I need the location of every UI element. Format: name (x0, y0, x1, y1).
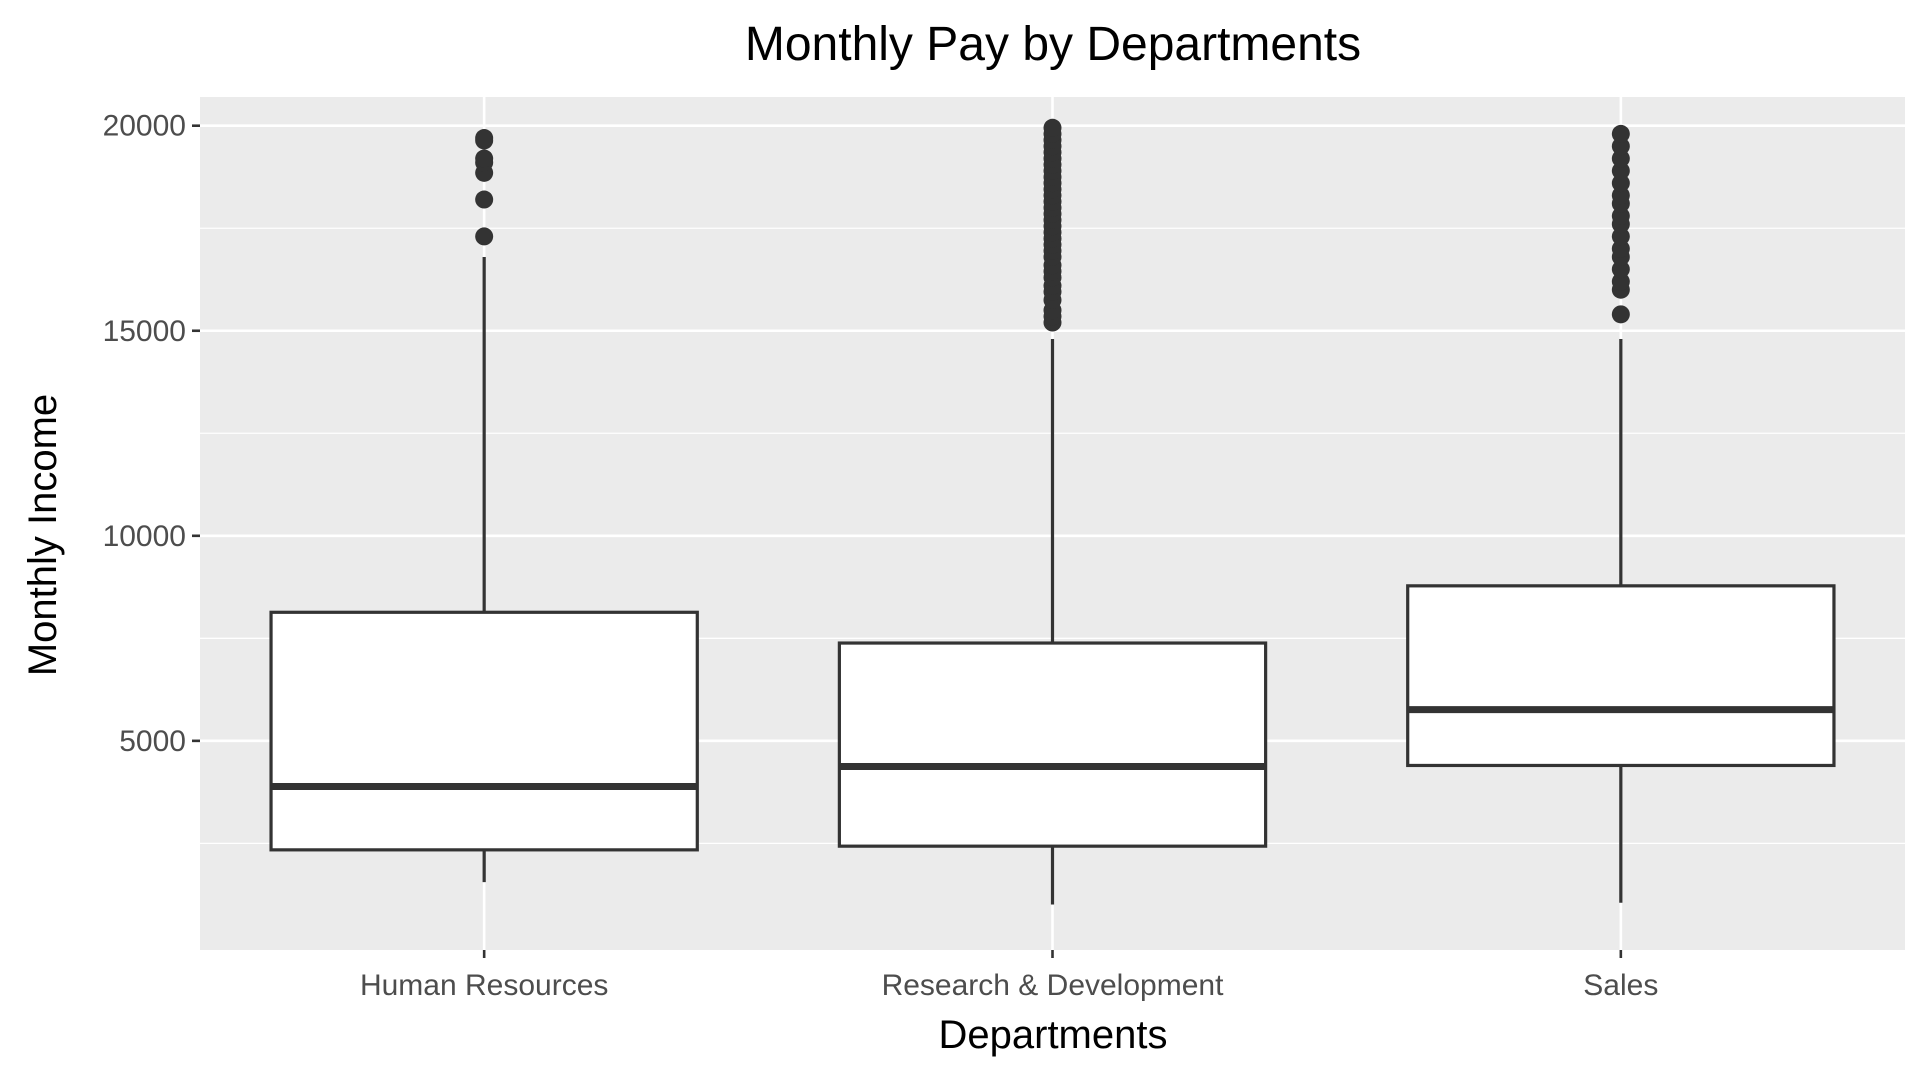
y-axis-title: Monthly Income (21, 394, 65, 676)
y-tick-label: 20000 (103, 110, 186, 143)
box-iqr (837, 641, 1268, 848)
box-iqr (1406, 584, 1836, 768)
outlier-point (1611, 186, 1630, 205)
outlier-point (1611, 305, 1630, 324)
y-tick-label: 15000 (103, 315, 186, 348)
outlier-point (1611, 161, 1630, 180)
outlier-point (1611, 124, 1630, 143)
x-tick-label: Human Resources (360, 969, 608, 1002)
outlier-point (1043, 118, 1062, 137)
outlier-point (1611, 227, 1630, 246)
outlier-point (475, 149, 494, 168)
x-axis-title: Departments (939, 1013, 1168, 1057)
box-iqr (269, 610, 699, 852)
y-tick-label: 5000 (119, 725, 186, 758)
chart-title: Monthly Pay by Departments (745, 18, 1361, 71)
outlier-point (1611, 239, 1630, 258)
x-tick-label: Sales (1583, 969, 1658, 1002)
outlier-point (1611, 174, 1630, 193)
outlier-point (1611, 206, 1630, 225)
outlier-point (475, 129, 494, 148)
y-tick-label: 10000 (103, 520, 186, 553)
outlier-point (1611, 272, 1630, 291)
x-tick-label: Research & Development (882, 969, 1225, 1002)
outlier-point (1611, 137, 1630, 156)
plot-area: 5000 10000 15000 20000 Human Resources Resear… (103, 97, 1905, 1002)
outlier-point (1611, 260, 1630, 279)
outlier-point (475, 227, 494, 246)
outlier-point (475, 190, 494, 209)
outlier-point (1611, 149, 1630, 168)
